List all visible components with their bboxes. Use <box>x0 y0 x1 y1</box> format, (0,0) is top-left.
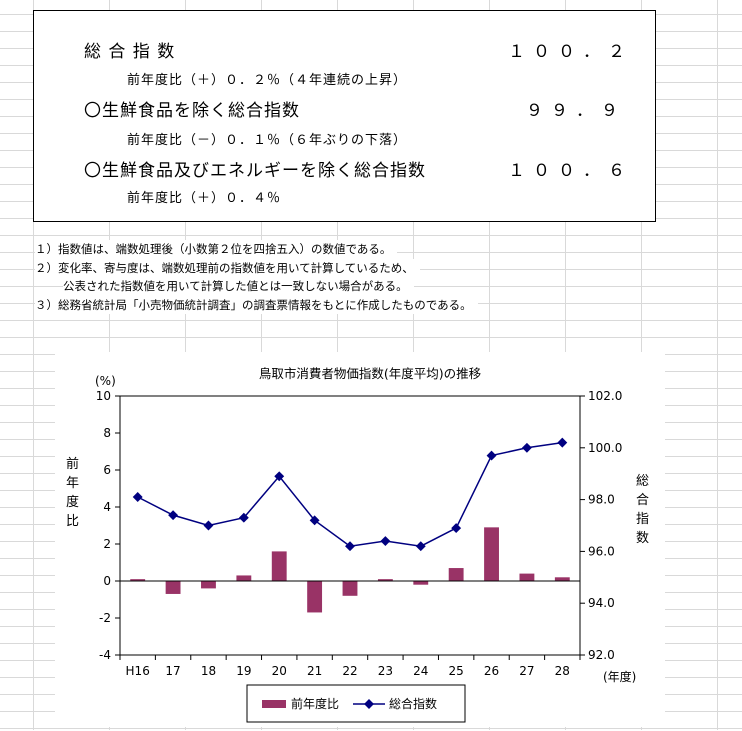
legend-bar-swatch <box>262 700 286 708</box>
left-axis-unit: (%) <box>95 374 116 388</box>
left-axis-label: 前年度比 <box>66 456 79 529</box>
left-tick-label: 4 <box>103 500 111 514</box>
x-axis: H16 17 18 19 20 21 22 23 24 25 26 27 28 <box>119 655 581 678</box>
bar <box>236 575 252 581</box>
exfresh-index-label: 〇生鮮食品を除く総合指数 <box>84 101 300 121</box>
overall-index-change: 前年度比（＋）０．２％（４年連続の上昇） <box>127 73 408 88</box>
line-point <box>380 536 391 546</box>
left-tick-label: 0 <box>103 574 111 588</box>
notes: １）指数値は、端数処理後（小数第２位を四捨五入）の数値である。 ２）変化率、寄与… <box>35 240 478 314</box>
note-2: ２）変化率、寄与度は、端数処理前の指数値を用いて計算しているため、 <box>35 258 420 277</box>
left-tick-label: 10 <box>96 389 111 403</box>
x-tick-label: 17 <box>165 664 180 678</box>
right-tick-label: 102.0 <box>588 389 622 403</box>
line-point <box>521 442 532 453</box>
line-point <box>309 515 320 526</box>
chart-title: 鳥取市消費者物価指数(年度平均)の推移 <box>259 366 481 381</box>
bar <box>201 581 216 589</box>
right-axis: 92.0 94.0 96.0 98.0 100.0 102.0 <box>580 389 622 662</box>
left-tick-label: -4 <box>99 648 111 662</box>
plot-area <box>119 395 581 656</box>
line-series <box>132 437 568 552</box>
x-tick-label: 27 <box>519 664 534 678</box>
exfresh-index-value: ９９．９ <box>526 101 626 121</box>
line-point <box>486 450 497 461</box>
legend: 前年度比 総合指数 <box>246 684 466 723</box>
right-tick-label: 98.0 <box>588 493 615 507</box>
overall-index-label: 総 合 指 数 <box>84 42 176 62</box>
x-tick-label: 22 <box>342 664 357 678</box>
right-tick-label: 96.0 <box>588 544 615 558</box>
bar <box>448 568 464 581</box>
bar-series <box>130 527 570 613</box>
chart-area: 鳥取市消費者物価指数(年度平均)の推移 (%) 前年度比 総合指数 (年度) -… <box>55 352 665 727</box>
left-tick-label: 6 <box>103 463 111 477</box>
right-axis-label-char: 数 <box>636 531 649 546</box>
left-tick-label: 2 <box>103 537 111 551</box>
line-point <box>451 523 462 534</box>
right-axis-label-char: 合 <box>636 493 649 508</box>
x-tick-label: 23 <box>378 664 393 678</box>
line-point <box>168 510 179 521</box>
x-tick-label: 20 <box>272 664 287 678</box>
left-axis-label-char: 比 <box>66 514 79 529</box>
note-1: １）指数値は、端数処理後（小数第２位を四捨五入）の数値である。 <box>35 240 398 259</box>
bar <box>165 581 181 594</box>
left-axis-label-char: 前 <box>66 456 79 472</box>
x-tick-label: 18 <box>201 664 216 678</box>
bar <box>342 581 358 596</box>
x-tick-label: 21 <box>307 664 322 678</box>
x-tick-label: 24 <box>413 664 428 678</box>
right-tick-label: 92.0 <box>588 648 615 662</box>
bar <box>519 573 535 581</box>
left-tick-label: 8 <box>103 426 111 440</box>
bar <box>377 579 393 581</box>
exfresh-energy-index-change: 前年度比（＋）０．４％ <box>127 191 282 206</box>
left-axis-label-char: 度 <box>66 494 79 510</box>
note-3: ３）総務省統計局「小売物価統計調査」の調査票情報をもとに作成したものである。 <box>35 295 478 314</box>
x-tick-label: 28 <box>555 664 570 678</box>
bar <box>271 551 287 581</box>
x-tick-label: 19 <box>236 664 251 678</box>
bar <box>554 577 570 581</box>
exfresh-energy-index-value: １００．６ <box>508 161 633 181</box>
right-tick-label: 100.0 <box>588 441 622 455</box>
overall-index-value: １００．２ <box>508 42 633 62</box>
x-axis-unit: (年度) <box>603 669 636 684</box>
line-point <box>203 520 214 531</box>
line-point <box>557 437 568 448</box>
bar <box>413 581 429 585</box>
legend-bar-label: 前年度比 <box>291 696 339 711</box>
right-axis-label-char: 総 <box>636 474 649 489</box>
note-2-cont: 公表された指数値を用いて計算した値とは一致しない場合がある。 <box>63 277 414 296</box>
right-axis-label: 総合指数 <box>636 474 649 546</box>
line-point <box>132 492 143 502</box>
x-tick-label: 25 <box>449 664 464 678</box>
line-point <box>415 541 426 552</box>
bar <box>307 581 323 613</box>
bar <box>484 527 499 581</box>
x-tick-label: H16 <box>126 664 150 678</box>
legend-line-marker <box>364 699 374 709</box>
right-tick-label: 94.0 <box>588 596 615 610</box>
left-axis: -4 -2 0 2 4 6 8 10 <box>96 389 120 662</box>
left-tick-label: -2 <box>99 611 111 625</box>
legend-line-label: 総合指数 <box>389 696 437 711</box>
exfresh-energy-index-label: 〇生鮮食品及びエネルギーを除く総合指数 <box>84 161 426 181</box>
right-axis-label-char: 指 <box>636 512 649 527</box>
exfresh-index-change: 前年度比（－）０．１％（６年ぶりの下落） <box>127 133 408 148</box>
bar <box>130 579 146 581</box>
x-tick-label: 26 <box>484 664 499 678</box>
cpi-chart: 鳥取市消費者物価指数(年度平均)の推移 (%) 前年度比 総合指数 (年度) -… <box>66 366 649 723</box>
summary-box: 総 合 指 数 １００．２ 前年度比（＋）０．２％（４年連続の上昇） 〇生鮮食品… <box>33 10 656 222</box>
left-axis-label-char: 年 <box>66 476 79 491</box>
